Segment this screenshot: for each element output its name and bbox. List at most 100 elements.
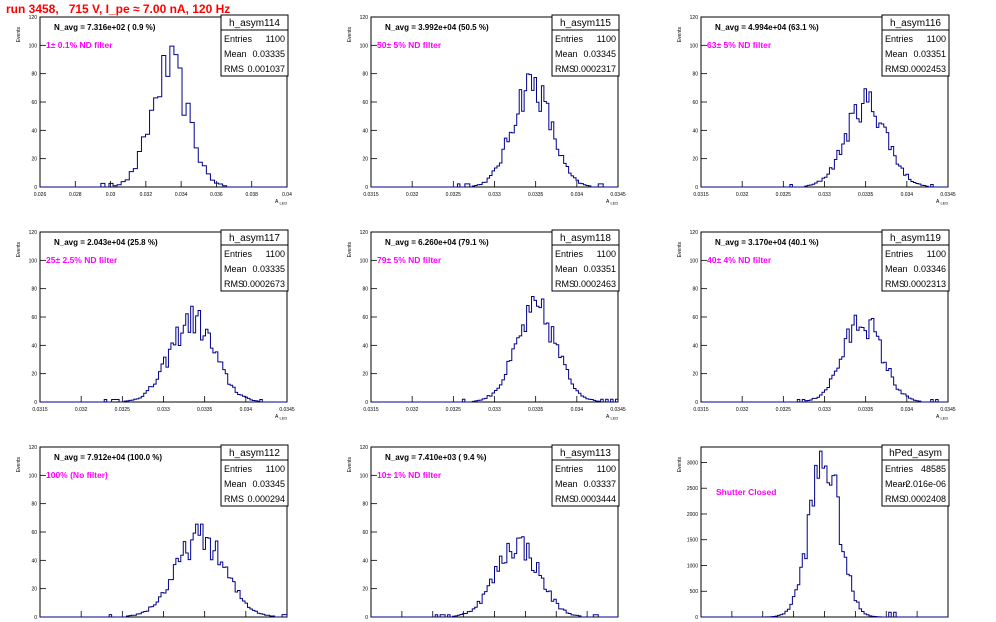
y-tick-label: 120 <box>29 445 38 451</box>
histogram-line <box>40 305 287 403</box>
stats-key: RMS <box>885 279 905 289</box>
stats-value: 0.0002673 <box>242 279 285 289</box>
stats-box <box>220 444 289 507</box>
y-axis-label: Events <box>16 242 22 258</box>
stats-key: Entries <box>885 34 914 44</box>
y-tick-label: 20 <box>31 587 37 593</box>
x-tick-label: 0.038 <box>245 192 258 198</box>
stats-title: h_asym112 <box>229 448 280 459</box>
y-tick-label: 80 <box>362 287 368 293</box>
y-tick-label: 120 <box>360 230 369 236</box>
stats-key: RMS <box>224 64 244 74</box>
stats-value: 0.0002313 <box>903 279 946 289</box>
stats-value: 0.000294 <box>247 494 285 504</box>
stats-key: Entries <box>555 249 584 259</box>
y-tick-label: 120 <box>360 445 369 451</box>
stats-value: 0.03351 <box>913 49 946 59</box>
stats-value: 1100 <box>266 249 285 259</box>
y-tick-label: 80 <box>31 502 37 508</box>
x-tick-label: 0.034 <box>901 407 914 413</box>
x-tick-label: 0.0345 <box>279 407 295 413</box>
y-tick-label: 20 <box>31 157 37 163</box>
stats-value: 1100 <box>597 34 616 44</box>
y-tick-label: 0 <box>695 615 698 621</box>
navg-label: N_avg = 3.170e+04 (40.1 %) <box>715 238 819 247</box>
y-tick-label: 80 <box>692 287 698 293</box>
x-tick-label: 0.0325 <box>446 192 462 198</box>
y-tick-label: 20 <box>362 587 368 593</box>
stats-value: 0.03335 <box>252 49 285 59</box>
stats-key: RMS <box>885 494 905 504</box>
panel-hPed_asym: 050010001500200025003000-0.002-0.0015-0.… <box>677 444 950 621</box>
y-tick-label: 80 <box>692 72 698 78</box>
stats-key: Entries <box>555 34 584 44</box>
y-tick-label: 60 <box>692 315 698 321</box>
stats-key: Mean <box>885 264 908 274</box>
y-tick-label: 2500 <box>687 486 698 492</box>
histogram-line <box>701 450 948 618</box>
x-tick-label: 0.0345 <box>610 192 626 198</box>
panel-h_asym117: 0 20 40 60 80 100 120 0.0315 0.032 0.0325 0.033 0.0… <box>16 229 295 421</box>
x-tick-label: 0.0335 <box>858 407 874 413</box>
y-axis-label: Events <box>677 457 683 473</box>
x-tick-label: 0.034 <box>240 407 253 413</box>
panel-h_asym113: 0204060801001200.0310.03150.0320.03250.0… <box>347 444 620 621</box>
filter-label: 40± 4% ND filter <box>707 255 772 265</box>
navg-label: N_avg = 6.260e+04 (79.1 %) <box>385 238 489 247</box>
stats-key: RMS <box>224 494 244 504</box>
x-tick-label: 0.034 <box>901 192 914 198</box>
y-tick-label: 80 <box>31 287 37 293</box>
filter-label: 63± 5% ND filter <box>707 40 772 50</box>
x-tick-label: 0.028 <box>69 192 82 198</box>
stats-box <box>220 14 289 77</box>
y-tick-label: 60 <box>31 530 37 536</box>
navg-label: N_avg = 4.994e+04 (63.1 %) <box>715 23 819 32</box>
y-tick-label: 100 <box>29 473 38 479</box>
x-tick-label: 0.032 <box>736 407 749 413</box>
stats-value: 1100 <box>597 249 616 259</box>
y-tick-label: 80 <box>362 72 368 78</box>
stats-key: Mean <box>885 479 908 489</box>
filter-label: 100% (No filter) <box>46 470 108 480</box>
y-tick-label: 100 <box>690 43 699 49</box>
panel-h_asym115: 0 20 40 60 80 100 120 0.0315 0.032 0.0325 0.033 0.0… <box>347 14 626 206</box>
filter-label: 25± 2.5% ND filter <box>46 255 118 265</box>
x-tick-label: 0.033 <box>818 192 831 198</box>
y-tick-label: 80 <box>362 502 368 508</box>
x-axis-label: A LED <box>936 199 948 206</box>
stats-title: h_asym114 <box>229 18 280 29</box>
stats-value: 0.03345 <box>583 49 616 59</box>
filter-label: 1± 0.1% ND filter <box>46 40 113 50</box>
y-tick-label: 80 <box>31 72 37 78</box>
navg-label: N_avg = 3.992e+04 (50.5 %) <box>385 23 489 32</box>
y-axis-label: Events <box>16 27 22 43</box>
y-tick-label: 40 <box>692 343 698 349</box>
stats-key: Entries <box>224 249 253 259</box>
x-tick-label: 0.034 <box>571 407 584 413</box>
filter-label: 79± 5% ND filter <box>377 255 442 265</box>
stats-value: 0.0002408 <box>903 494 946 504</box>
y-tick-label: 100 <box>29 43 38 49</box>
y-tick-label: 60 <box>31 315 37 321</box>
y-tick-label: 0 <box>34 185 37 191</box>
panel-h_asym119: 0 20 40 60 80 100 120 0.0315 0.032 0.0325 0.033 0.0… <box>677 229 956 421</box>
stats-key: Mean <box>555 479 578 489</box>
stats-value: 0.03337 <box>583 479 616 489</box>
y-axis-label: Events <box>347 242 353 258</box>
histogram-line <box>371 73 618 188</box>
histogram-line <box>371 295 619 403</box>
stats-value: 1100 <box>927 34 946 44</box>
x-tick-label: 0.033 <box>488 192 501 198</box>
y-tick-label: 0 <box>34 400 37 406</box>
x-tick-label: 0.034 <box>175 192 188 198</box>
y-tick-label: 20 <box>362 157 368 163</box>
stats-value: -2.016e-06 <box>902 479 946 489</box>
stats-key: Mean <box>224 49 247 59</box>
stats-value: 0.03346 <box>913 264 946 274</box>
y-tick-label: 1500 <box>687 538 698 544</box>
y-tick-label: 100 <box>29 258 38 264</box>
y-tick-label: 40 <box>362 128 368 134</box>
stats-box <box>551 14 620 77</box>
stats-value: 0.03335 <box>252 264 285 274</box>
y-tick-label: 0 <box>365 400 368 406</box>
